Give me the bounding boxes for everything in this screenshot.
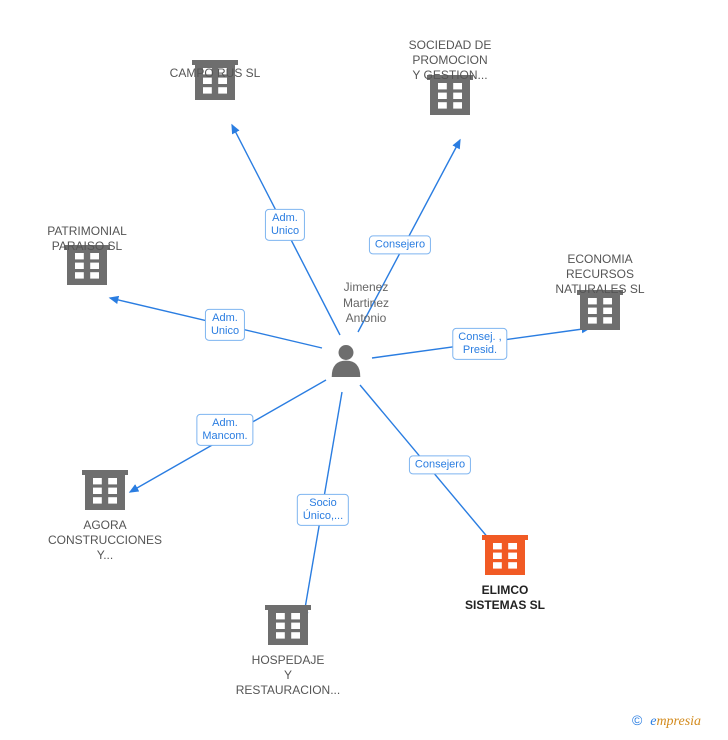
edge-label: Consejero bbox=[369, 235, 431, 254]
company-node: HOSPEDAJE Y RESTAURACION... bbox=[218, 649, 358, 698]
company-label: HOSPEDAJE Y RESTAURACION... bbox=[218, 653, 358, 698]
edge-label: Adm. Unico bbox=[205, 309, 245, 341]
company-node: ELIMCO SISTEMAS SL bbox=[435, 579, 575, 613]
company-label: ELIMCO SISTEMAS SL bbox=[435, 583, 575, 613]
building-icon bbox=[482, 535, 528, 575]
company-node: ECONOMIA RECURSOS NATURALES SL bbox=[530, 248, 670, 297]
edge-label: Consej. , Presid. bbox=[452, 328, 507, 360]
edge-label: Socio Único,... bbox=[297, 494, 349, 526]
company-node: AGORA CONSTRUCCIONES Y... bbox=[35, 514, 175, 563]
copyright-symbol: © bbox=[632, 712, 642, 728]
company-node: PATRIMONIAL PARAISO SL bbox=[17, 220, 157, 254]
diagram-canvas bbox=[0, 0, 728, 740]
edge-label: Adm. Unico bbox=[265, 209, 305, 241]
company-node: SOCIEDAD DE PROMOCION Y GESTION... bbox=[380, 34, 520, 83]
company-label: AGORA CONSTRUCCIONES Y... bbox=[35, 518, 175, 563]
company-label: PATRIMONIAL PARAISO SL bbox=[17, 224, 157, 254]
edge-label: Consejero bbox=[409, 455, 471, 474]
company-label: ECONOMIA RECURSOS NATURALES SL bbox=[530, 252, 670, 297]
edge-label: Adm. Mancom. bbox=[196, 414, 253, 446]
center-person-label: Jimenez Martinez Antonio bbox=[343, 280, 389, 327]
company-label: CAMPO RUS SL bbox=[145, 66, 285, 81]
company-node: CAMPO RUS SL bbox=[145, 62, 285, 81]
watermark: © empresia bbox=[632, 712, 701, 730]
company-label: SOCIEDAD DE PROMOCION Y GESTION... bbox=[380, 38, 520, 83]
building-icon bbox=[265, 605, 311, 645]
person-icon bbox=[332, 345, 361, 377]
building-icon bbox=[82, 470, 128, 510]
